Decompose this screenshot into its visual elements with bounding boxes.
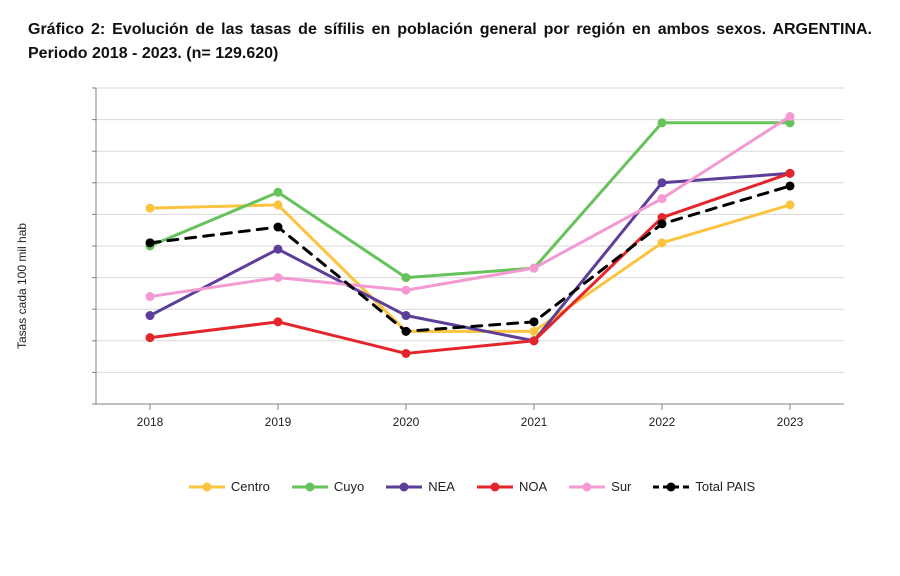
legend-item: NEA [386, 479, 455, 494]
legend: Centro Cuyo NEA NOA Sur Total PAIS [86, 479, 858, 494]
svg-text:2022: 2022 [649, 415, 676, 429]
legend-label: Sur [611, 479, 631, 494]
y-axis-label: Tasas cada 100 mil hab [15, 223, 29, 349]
legend-item: Sur [569, 479, 631, 494]
legend-label: Total PAIS [695, 479, 755, 494]
legend-swatch [292, 480, 328, 494]
line-chart-svg: 0,010,020,030,040,050,060,070,080,090,01… [92, 82, 858, 436]
legend-label: NEA [428, 479, 455, 494]
svg-text:2023: 2023 [777, 415, 804, 429]
legend-item: Cuyo [292, 479, 364, 494]
svg-text:2020: 2020 [393, 415, 420, 429]
legend-label: Centro [231, 479, 270, 494]
svg-text:2018: 2018 [137, 415, 164, 429]
svg-text:2021: 2021 [521, 415, 548, 429]
chart-container: Tasas cada 100 mil hab 0,010,020,030,040… [28, 76, 868, 496]
legend-label: Cuyo [334, 479, 364, 494]
legend-swatch [653, 480, 689, 494]
legend-swatch [386, 480, 422, 494]
page: { "title": "Gráfico 2: Evolución de las … [0, 0, 900, 576]
legend-swatch [189, 480, 225, 494]
legend-swatch [569, 480, 605, 494]
legend-item: Centro [189, 479, 270, 494]
plot-area: 0,010,020,030,040,050,060,070,080,090,01… [92, 82, 858, 436]
chart-title: Gráfico 2: Evolución de las tasas de síf… [28, 18, 872, 66]
legend-label: NOA [519, 479, 547, 494]
svg-text:2019: 2019 [265, 415, 292, 429]
legend-item: Total PAIS [653, 479, 755, 494]
legend-item: NOA [477, 479, 547, 494]
legend-swatch [477, 480, 513, 494]
